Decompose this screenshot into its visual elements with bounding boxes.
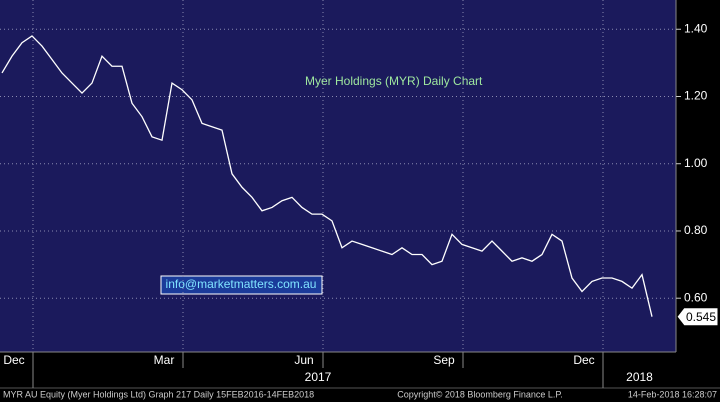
y-tick-label: 0.80 [684,223,708,237]
y-tick-label: 1.20 [684,89,708,103]
watermark-box [160,275,323,295]
footer-center: Copyright© 2018 Bloomberg Finance L.P. [397,389,563,399]
x-group-label: 2017 [305,370,332,384]
x-group-label: 2018 [626,370,653,384]
footer-right: 14-Feb-2018 16:28:07 [628,389,717,399]
y-tick-label: 1.00 [684,156,708,170]
last-price-label: 0.545 [686,310,716,324]
x-tick-label: Dec [573,353,594,367]
x-tick-label: Jun [294,353,313,367]
footer-left: MYR AU Equity (Myer Holdings Ltd) Graph … [3,389,314,399]
x-tick-label: Sep [433,353,455,367]
price-line [1,35,653,317]
x-tick-label: Dec [3,353,24,367]
last-price-tag [676,307,719,327]
y-tick-label: 1.40 [684,21,708,35]
x-tick-label: Mar [154,353,175,367]
annotation: Myer Holdings (MYR) Daily Chart [305,74,483,88]
plot-area [0,0,676,352]
watermark: info@marketmatters.com.au [166,277,317,291]
y-tick-label: 0.60 [684,290,708,304]
